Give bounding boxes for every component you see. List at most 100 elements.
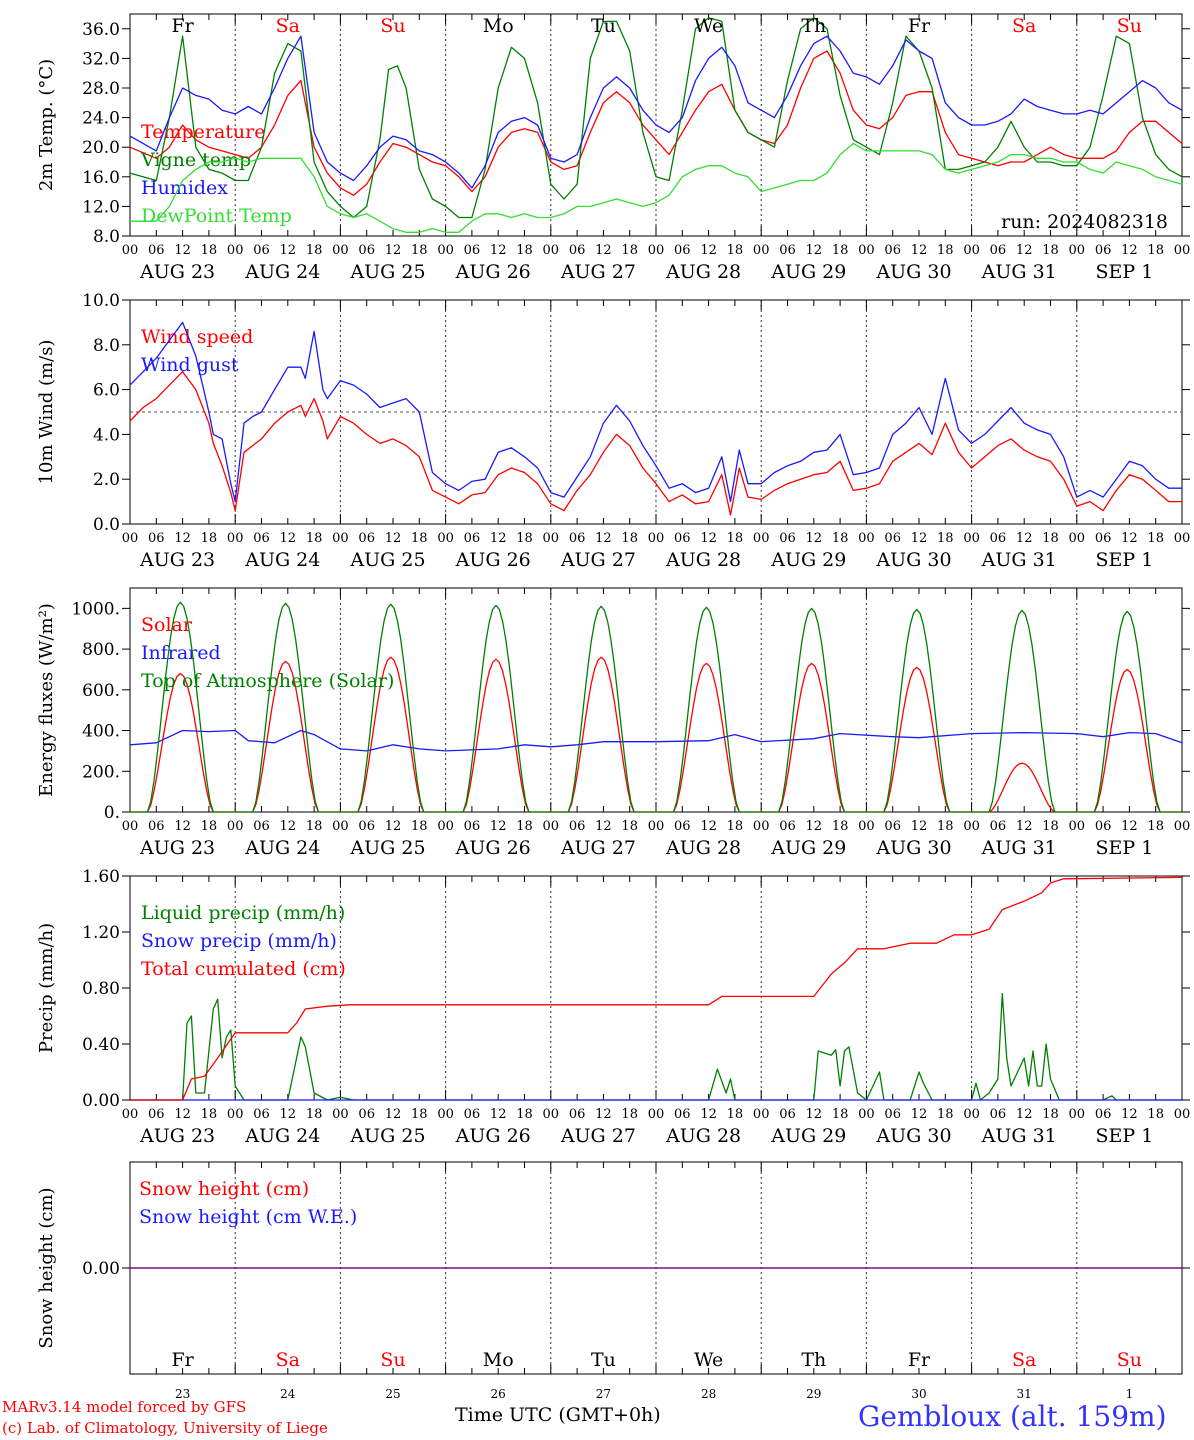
hour-tick-label: 00 bbox=[332, 531, 349, 546]
legend-label: Snow height (cm W.E.) bbox=[139, 1206, 357, 1228]
hour-tick-label: 00 bbox=[122, 1107, 139, 1122]
hour-tick-label: 06 bbox=[358, 243, 375, 258]
hour-tick-label: 12 bbox=[700, 243, 717, 258]
hour-tick-label: 18 bbox=[306, 243, 323, 258]
hour-tick-label: 18 bbox=[727, 243, 744, 258]
y-tick-label: 8.0 bbox=[93, 336, 120, 356]
hour-tick-label: 18 bbox=[937, 243, 954, 258]
date-label: AUG 30 bbox=[875, 549, 951, 571]
hour-tick-label: 18 bbox=[306, 819, 323, 834]
series-line-dewpoint-temp bbox=[130, 142, 1183, 233]
hour-tick-label: 00 bbox=[1069, 819, 1086, 834]
run-label: run: 2024082318 bbox=[1001, 211, 1168, 233]
y-tick-label: 12.0 bbox=[82, 197, 120, 217]
hour-tick-label: 06 bbox=[884, 531, 901, 546]
hour-tick-label: 18 bbox=[1147, 243, 1164, 258]
weekday-label-bottom: Fr bbox=[908, 1349, 931, 1371]
hour-tick-label: 18 bbox=[727, 531, 744, 546]
weekday-label-top: Th bbox=[801, 15, 826, 37]
day-number-label: 23 bbox=[175, 1387, 190, 1401]
series-line-wind-gust bbox=[129, 321, 1182, 503]
y-tick-label: 1.20 bbox=[82, 923, 120, 943]
day-number-label: 25 bbox=[385, 1387, 400, 1401]
date-label: AUG 25 bbox=[349, 549, 425, 571]
legend-label: Solar bbox=[141, 614, 193, 636]
hour-tick-label: 00 bbox=[437, 531, 454, 546]
date-label: AUG 25 bbox=[349, 1125, 425, 1147]
hour-tick-label: 12 bbox=[806, 1107, 823, 1122]
hour-tick-label: 12 bbox=[595, 243, 612, 258]
hour-tick-label: 12 bbox=[1016, 1107, 1033, 1122]
y-tick-label: 0.40 bbox=[82, 1035, 120, 1055]
hour-tick-label: 00 bbox=[227, 1107, 244, 1122]
y-tick-label: 4.0 bbox=[93, 425, 120, 445]
hour-tick-label: 18 bbox=[727, 819, 744, 834]
hour-tick-label: 06 bbox=[1095, 819, 1112, 834]
weekday-label-bottom: We bbox=[694, 1349, 723, 1371]
weekday-label-top: Su bbox=[380, 15, 405, 37]
hour-tick-label: 12 bbox=[385, 1107, 402, 1122]
hour-tick-label: 18 bbox=[1042, 243, 1059, 258]
hour-tick-label: 06 bbox=[674, 531, 691, 546]
date-label: AUG 23 bbox=[139, 837, 215, 859]
hour-tick-label: 12 bbox=[1121, 819, 1138, 834]
hour-tick-label: 06 bbox=[464, 819, 481, 834]
hour-tick-label: 12 bbox=[490, 819, 507, 834]
date-label: AUG 26 bbox=[455, 549, 531, 571]
day-number-label: 31 bbox=[1017, 1387, 1032, 1401]
y-tick-label: 0.0 bbox=[93, 515, 120, 535]
hour-tick-label: 18 bbox=[1147, 531, 1164, 546]
hour-tick-label: 12 bbox=[1121, 1107, 1138, 1122]
weekday-label-top: Sa bbox=[1012, 15, 1036, 37]
station-name: Gembloux (alt. 159m) bbox=[858, 1400, 1167, 1433]
hour-tick-label: 06 bbox=[253, 819, 270, 834]
weekday-label-bottom: Tu bbox=[591, 1349, 616, 1371]
legend-label: Liquid precip (mm/h) bbox=[141, 902, 345, 924]
day-number-label: 30 bbox=[911, 1387, 926, 1401]
hour-tick-label: 12 bbox=[911, 819, 928, 834]
hour-tick-label: 12 bbox=[174, 531, 191, 546]
y-tick-label: 20.0 bbox=[82, 138, 120, 158]
legend-label: Snow precip (mm/h) bbox=[141, 930, 337, 952]
date-label: AUG 30 bbox=[875, 837, 951, 859]
time-axis-label: Time UTC (GMT+0h) bbox=[455, 1404, 661, 1426]
hour-tick-label: 06 bbox=[779, 531, 796, 546]
date-label: AUG 23 bbox=[139, 549, 215, 571]
lab-credit: (c) Lab. of Climatology, University of L… bbox=[2, 1419, 328, 1437]
day-number-label: 1 bbox=[1126, 1387, 1134, 1401]
hour-tick-label: 18 bbox=[201, 819, 218, 834]
hour-tick-label: 18 bbox=[411, 243, 428, 258]
weekday-label-bottom: Fr bbox=[171, 1349, 194, 1371]
hour-tick-label: 18 bbox=[832, 531, 849, 546]
hour-tick-label: 18 bbox=[937, 819, 954, 834]
hour-tick-label: 18 bbox=[832, 243, 849, 258]
date-label: AUG 25 bbox=[349, 837, 425, 859]
y-tick-label: 0.80 bbox=[82, 979, 120, 999]
y-axis-label: Precip (mm/h) bbox=[36, 923, 57, 1053]
hour-tick-label: 18 bbox=[201, 243, 218, 258]
hour-tick-label: 12 bbox=[911, 531, 928, 546]
date-label: AUG 24 bbox=[244, 1125, 320, 1147]
y-axis-label: Energy fluxes (W/m²) bbox=[36, 603, 57, 797]
hour-tick-label: 18 bbox=[621, 531, 638, 546]
hour-tick-label: 12 bbox=[280, 819, 297, 834]
hour-tick-label: 00 bbox=[963, 243, 980, 258]
hour-tick-label: 18 bbox=[727, 1107, 744, 1122]
hour-tick-label: 00 bbox=[963, 819, 980, 834]
date-label: AUG 26 bbox=[455, 261, 531, 283]
hour-tick-label: 00 bbox=[543, 531, 560, 546]
hour-tick-label: 00 bbox=[963, 1107, 980, 1122]
hour-tick-label: 00 bbox=[1174, 819, 1191, 834]
y-tick-label: 0.00 bbox=[82, 1259, 120, 1279]
date-label: AUG 30 bbox=[875, 1125, 951, 1147]
series-line-vigne-temp bbox=[129, 17, 1183, 219]
hour-tick-label: 00 bbox=[753, 1107, 770, 1122]
hour-tick-label: 18 bbox=[937, 531, 954, 546]
y-axis-label: 10m Wind (m/s) bbox=[36, 340, 57, 485]
hour-tick-label: 12 bbox=[1016, 243, 1033, 258]
hour-tick-label: 06 bbox=[464, 243, 481, 258]
hour-tick-label: 12 bbox=[1016, 531, 1033, 546]
legend-label: Humidex bbox=[141, 177, 228, 199]
y-tick-label: 32.0 bbox=[82, 49, 120, 69]
day-number-label: 24 bbox=[280, 1387, 296, 1401]
